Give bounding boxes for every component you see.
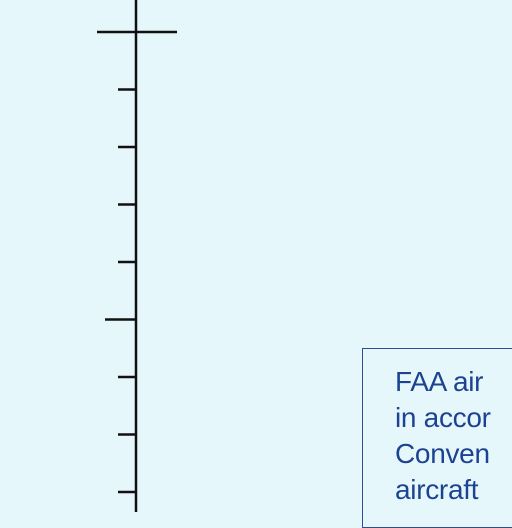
notice-line-3: Conven (395, 438, 490, 469)
faa-notice-box: FAA air in accor Conven aircraft (362, 348, 512, 528)
vertical-scale-bar (97, 0, 177, 512)
faa-notice-text: FAA air in accor Conven aircraft (395, 364, 512, 508)
notice-line-1: FAA air (395, 366, 484, 397)
notice-line-4: aircraft (395, 474, 479, 505)
notice-line-2: in accor (395, 402, 491, 433)
map-canvas (97, 0, 177, 512)
